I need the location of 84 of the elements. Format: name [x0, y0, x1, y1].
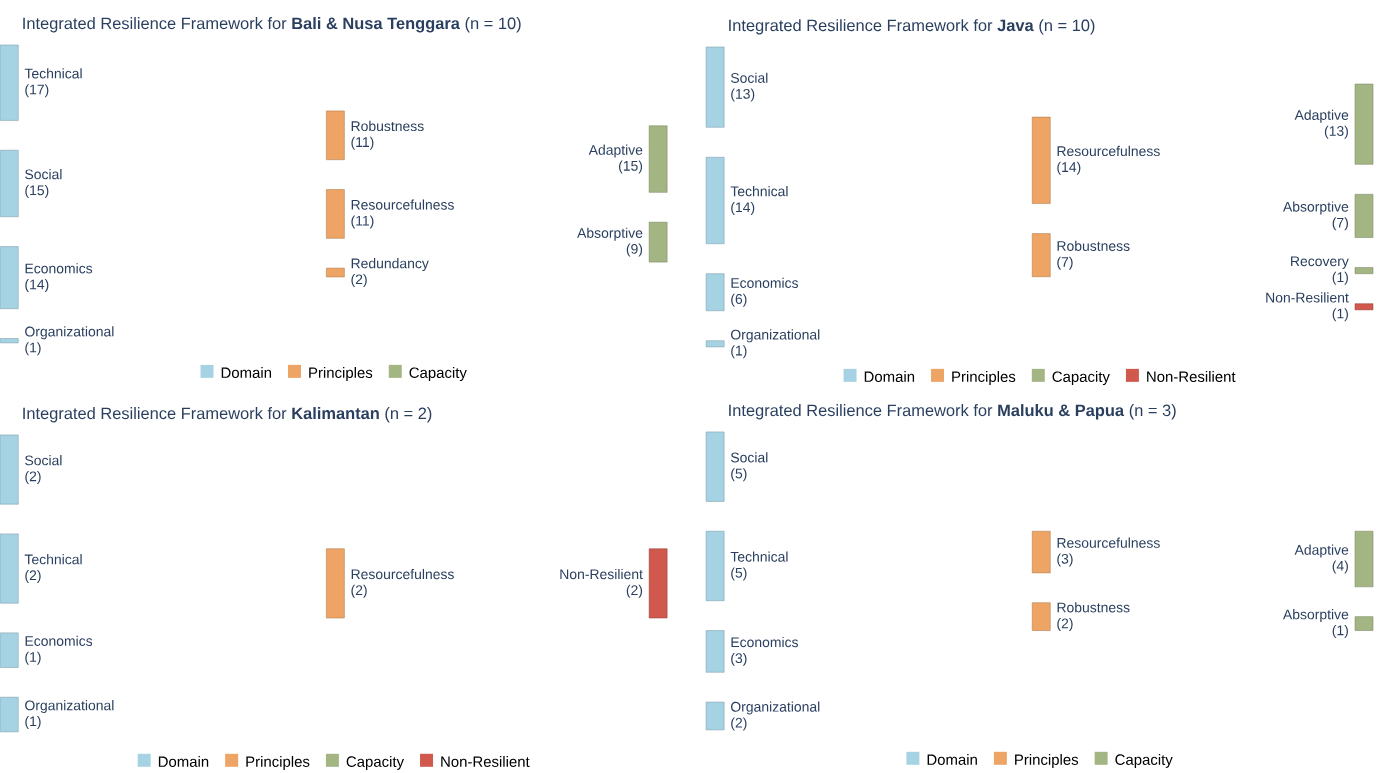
- category-label: Adaptive: [1294, 109, 1349, 123]
- category-label: Technical: [24, 68, 82, 79]
- data-label: (1): [1332, 271, 1348, 285]
- legend-label: Capacity: [346, 755, 404, 770]
- text: Integrated Resilience Framework for Kalimantan (n = 2): [23, 406, 432, 423]
- category-label: Absorptive: [1282, 609, 1349, 622]
- data-label: (14): [25, 279, 49, 292]
- category-label: Organizational: [730, 701, 820, 715]
- data-label: (1): [25, 715, 41, 729]
- category-label: Robustness: [1057, 602, 1130, 613]
- legend-label: Capacity: [409, 366, 467, 381]
- data-label: (1): [1332, 308, 1348, 322]
- data-label: (2): [351, 584, 367, 598]
- category-label: Adaptive: [1294, 544, 1349, 558]
- data-label: (1): [25, 651, 41, 665]
- category-label: Organizational: [730, 329, 820, 343]
- category-label: Adaptive: [588, 144, 643, 158]
- legend-label: Capacity: [1052, 370, 1110, 385]
- text: Integrated Resilience Framework for Java (n = 10): [729, 19, 1095, 35]
- data-label: (7): [1057, 256, 1073, 270]
- category-label: Non-Resilient: [560, 568, 643, 580]
- category-label: Social: [730, 72, 768, 83]
- category-label: Robustness: [1057, 240, 1130, 251]
- category-label: Absorptive: [577, 227, 643, 241]
- data-label: (6): [731, 293, 747, 307]
- category-label: Recovery: [1291, 256, 1349, 269]
- category-label: Non-Resilient: [1266, 292, 1349, 303]
- category-label: Organizational: [25, 699, 114, 713]
- data-label: (4): [1332, 560, 1348, 574]
- data-label: (2): [626, 584, 643, 598]
- category-label: Resourcefulness: [1057, 145, 1160, 156]
- data-label: (5): [731, 468, 747, 482]
- data-label: (13): [731, 88, 755, 102]
- category-label: Technical: [730, 551, 788, 562]
- category-label: Robustness: [351, 120, 424, 131]
- category-label: Resourcefulness: [351, 199, 454, 210]
- legend-label: Principles: [246, 755, 310, 770]
- data-label: (2): [25, 569, 41, 583]
- data-label: (15): [25, 184, 49, 198]
- category-label: Technical: [24, 553, 82, 565]
- category-label: Social: [25, 168, 62, 180]
- data-label: (3): [731, 652, 747, 666]
- data-label: (11): [351, 215, 374, 229]
- category-label: Redundancy: [351, 257, 429, 271]
- category-label: Technical: [730, 185, 788, 197]
- data-label: (3): [1057, 553, 1073, 567]
- category-label: Economics: [731, 277, 799, 288]
- data-label: (2): [1057, 618, 1073, 631]
- category-label: Economics: [25, 635, 93, 646]
- data-label: (2): [731, 717, 747, 731]
- category-label: Social: [25, 454, 62, 466]
- legend-label: Principles: [309, 366, 373, 381]
- data-label: (2): [25, 470, 41, 484]
- data-label: (1): [731, 345, 747, 359]
- legend-label: Non-Resilient: [1147, 370, 1236, 382]
- text: Integrated Resilience Framework for Bali & Nusa Tenggara (n = 10): [23, 16, 521, 33]
- data-label: (7): [1332, 217, 1348, 231]
- category-label: Absorptive: [1282, 201, 1349, 215]
- legend-label: Domain: [221, 366, 272, 378]
- category-label: Resourcefulness: [1057, 537, 1160, 548]
- legend-label: Principles: [952, 370, 1016, 385]
- legend-label: Domain: [158, 755, 209, 767]
- data-label: (17): [25, 84, 49, 98]
- legend-label: Domain: [927, 753, 977, 765]
- category-label: Resourcefulness: [351, 568, 454, 580]
- text: Integrated Resilience Framework for Maluku & Papua (n = 3): [729, 403, 1176, 420]
- data-label: (2): [351, 273, 367, 287]
- data-label: (13): [1324, 125, 1348, 139]
- data-label: (11): [351, 136, 374, 150]
- legend-label: Principles: [1015, 753, 1079, 768]
- legend-label: Non-Resilient: [441, 755, 530, 767]
- category-label: Economics: [731, 636, 799, 648]
- data-label: (9): [626, 243, 643, 257]
- category-label: Social: [730, 452, 768, 463]
- data-label: (5): [731, 567, 747, 581]
- legend-label: Domain: [864, 370, 915, 382]
- category-label: Economics: [25, 263, 93, 274]
- data-label: (14): [1057, 161, 1081, 175]
- legend-label: Capacity: [1115, 753, 1173, 768]
- data-label: (1): [25, 342, 41, 356]
- category-label: Organizational: [25, 326, 114, 340]
- data-label: (1): [1332, 624, 1348, 638]
- data-label: (15): [619, 160, 643, 174]
- data-label: (14): [731, 201, 755, 215]
